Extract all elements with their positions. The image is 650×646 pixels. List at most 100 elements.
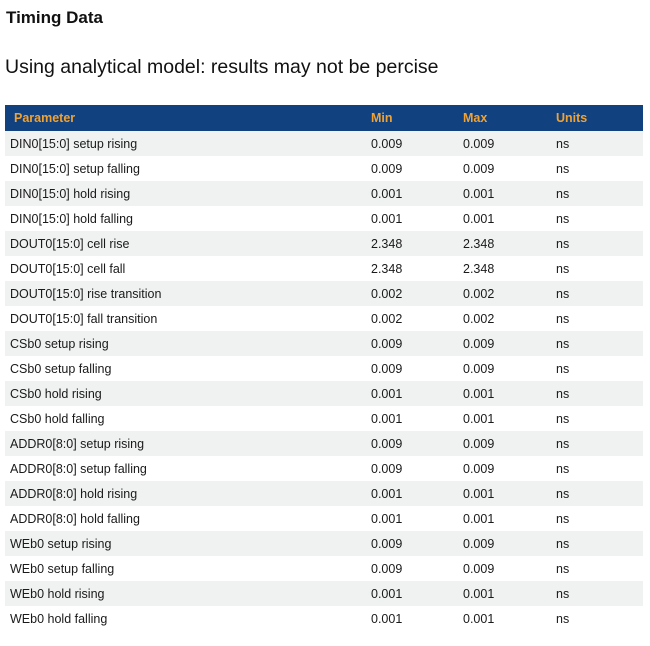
cell-min: 2.348 bbox=[371, 261, 403, 276]
cell-max: 0.009 bbox=[463, 136, 495, 151]
cell-parameter: DOUT0[15:0] cell rise bbox=[10, 236, 130, 251]
cell-parameter: ADDR0[8:0] hold falling bbox=[10, 511, 140, 526]
table-row: WEb0 hold falling 0.001 0.001 ns bbox=[5, 606, 643, 631]
cell-max: 0.001 bbox=[463, 586, 495, 601]
column-header-parameter: Parameter bbox=[5, 105, 366, 131]
cell-parameter: DIN0[15:0] hold rising bbox=[10, 186, 131, 201]
cell-parameter: DOUT0[15:0] cell fall bbox=[10, 261, 126, 276]
cell-min: 0.009 bbox=[371, 336, 403, 351]
table-row: DOUT0[15:0] fall transition 0.002 0.002 ns bbox=[5, 306, 643, 331]
cell-max: 0.001 bbox=[463, 511, 495, 526]
cell-max: 0.009 bbox=[463, 336, 495, 351]
timing-table-body: DIN0[15:0] setup rising 0.009 0.009 ns DIN0[… bbox=[5, 131, 643, 631]
cell-units: ns bbox=[556, 461, 570, 476]
table-row: DIN0[15:0] setup rising 0.009 0.009 ns bbox=[5, 131, 643, 156]
cell-units: ns bbox=[556, 261, 570, 276]
cell-min: 0.009 bbox=[371, 361, 403, 376]
cell-max: 0.001 bbox=[463, 211, 495, 226]
cell-max: 0.001 bbox=[463, 386, 495, 401]
cell-max: 0.009 bbox=[463, 536, 495, 551]
table-row: DIN0[15:0] setup falling 0.009 0.009 ns bbox=[5, 156, 643, 181]
cell-min: 0.009 bbox=[371, 136, 403, 151]
cell-units: ns bbox=[556, 386, 570, 401]
table-row: ADDR0[8:0] hold rising 0.001 0.001 ns bbox=[5, 481, 643, 506]
cell-min: 0.001 bbox=[371, 186, 403, 201]
cell-parameter: CSb0 hold rising bbox=[10, 386, 102, 401]
cell-max: 2.348 bbox=[463, 236, 495, 251]
cell-min: 0.001 bbox=[371, 611, 403, 626]
cell-max: 2.348 bbox=[463, 261, 495, 276]
cell-max: 0.001 bbox=[463, 611, 495, 626]
cell-min: 0.001 bbox=[371, 511, 403, 526]
table-row: CSb0 hold falling 0.001 0.001 ns bbox=[5, 406, 643, 431]
timing-data-table: Parameter Min Max Units DIN0[15:0] setup… bbox=[5, 105, 643, 631]
cell-units: ns bbox=[556, 536, 570, 551]
cell-parameter: DOUT0[15:0] rise transition bbox=[10, 286, 162, 301]
column-header-max: Max bbox=[458, 105, 551, 131]
cell-max: 0.009 bbox=[463, 561, 495, 576]
table-row: ADDR0[8:0] setup falling 0.009 0.009 ns bbox=[5, 456, 643, 481]
cell-min: 0.001 bbox=[371, 211, 403, 226]
table-row: CSb0 setup falling 0.009 0.009 ns bbox=[5, 356, 643, 381]
table-row: CSb0 setup rising 0.009 0.009 ns bbox=[5, 331, 643, 356]
cell-parameter: ADDR0[8:0] hold rising bbox=[10, 486, 138, 501]
table-row: CSb0 hold rising 0.001 0.001 ns bbox=[5, 381, 643, 406]
table-row: WEb0 hold rising 0.001 0.001 ns bbox=[5, 581, 643, 606]
table-row: DOUT0[15:0] cell rise 2.348 2.348 ns bbox=[5, 231, 643, 256]
cell-max: 0.002 bbox=[463, 286, 495, 301]
table-row: DIN0[15:0] hold falling 0.001 0.001 ns bbox=[5, 206, 643, 231]
cell-parameter: ADDR0[8:0] setup rising bbox=[10, 436, 145, 451]
cell-max: 0.009 bbox=[463, 436, 495, 451]
timing-report-page: Timing Data Using analytical model: resu… bbox=[0, 8, 650, 631]
cell-max: 0.009 bbox=[463, 361, 495, 376]
column-header-units: Units bbox=[551, 105, 643, 131]
cell-parameter: CSb0 setup rising bbox=[10, 336, 109, 351]
cell-units: ns bbox=[556, 136, 570, 151]
cell-units: ns bbox=[556, 411, 570, 426]
cell-min: 0.009 bbox=[371, 461, 403, 476]
table-row: DOUT0[15:0] rise transition 0.002 0.002 ns bbox=[5, 281, 643, 306]
cell-parameter: DOUT0[15:0] fall transition bbox=[10, 311, 158, 326]
table-header-row: Parameter Min Max Units bbox=[5, 105, 643, 131]
cell-min: 0.009 bbox=[371, 161, 403, 176]
cell-parameter: WEb0 setup falling bbox=[10, 561, 115, 576]
cell-max: 0.001 bbox=[463, 486, 495, 501]
cell-units: ns bbox=[556, 586, 570, 601]
cell-units: ns bbox=[556, 561, 570, 576]
cell-min: 0.009 bbox=[371, 536, 403, 551]
cell-min: 0.009 bbox=[371, 436, 403, 451]
cell-min: 0.001 bbox=[371, 386, 403, 401]
cell-units: ns bbox=[556, 511, 570, 526]
cell-max: 0.001 bbox=[463, 411, 495, 426]
table-row: ADDR0[8:0] hold falling 0.001 0.001 ns bbox=[5, 506, 643, 531]
cell-units: ns bbox=[556, 611, 570, 626]
table-row: DOUT0[15:0] cell fall 2.348 2.348 ns bbox=[5, 256, 643, 281]
cell-parameter: WEb0 hold rising bbox=[10, 586, 105, 601]
cell-units: ns bbox=[556, 361, 570, 376]
cell-parameter: ADDR0[8:0] setup falling bbox=[10, 461, 147, 476]
cell-units: ns bbox=[556, 336, 570, 351]
cell-units: ns bbox=[556, 236, 570, 251]
cell-min: 2.348 bbox=[371, 236, 403, 251]
cell-min: 0.001 bbox=[371, 411, 403, 426]
column-header-min: Min bbox=[366, 105, 458, 131]
cell-units: ns bbox=[556, 161, 570, 176]
page-subtitle: Using analytical model: results may not … bbox=[5, 56, 439, 78]
table-row: WEb0 setup rising 0.009 0.009 ns bbox=[5, 531, 643, 556]
cell-parameter: DIN0[15:0] setup rising bbox=[10, 136, 138, 151]
page-title: Timing Data bbox=[6, 8, 103, 27]
cell-units: ns bbox=[556, 311, 570, 326]
cell-min: 0.002 bbox=[371, 311, 403, 326]
cell-parameter: CSb0 setup falling bbox=[10, 361, 112, 376]
cell-units: ns bbox=[556, 211, 570, 226]
cell-max: 0.001 bbox=[463, 186, 495, 201]
cell-parameter: CSb0 hold falling bbox=[10, 411, 105, 426]
cell-min: 0.001 bbox=[371, 486, 403, 501]
cell-parameter: WEb0 hold falling bbox=[10, 611, 108, 626]
cell-parameter: DIN0[15:0] hold falling bbox=[10, 211, 133, 226]
table-row: DIN0[15:0] hold rising 0.001 0.001 ns bbox=[5, 181, 643, 206]
cell-parameter: WEb0 setup rising bbox=[10, 536, 112, 551]
cell-max: 0.009 bbox=[463, 461, 495, 476]
cell-max: 0.009 bbox=[463, 161, 495, 176]
table-row: ADDR0[8:0] setup rising 0.009 0.009 ns bbox=[5, 431, 643, 456]
